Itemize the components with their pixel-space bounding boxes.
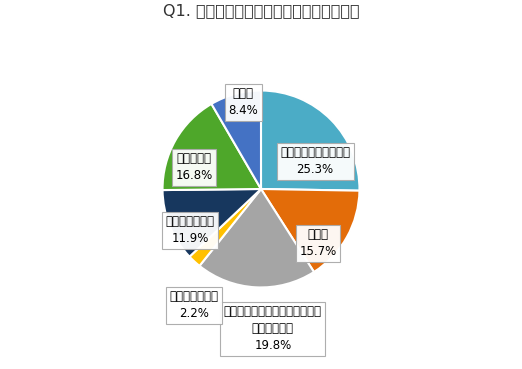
Wedge shape (211, 90, 261, 189)
Wedge shape (261, 189, 360, 272)
Text: 区内学校管理職・教員
25.3%: 区内学校管理職・教員 25.3% (280, 146, 350, 176)
Wedge shape (162, 104, 261, 190)
Wedge shape (199, 189, 314, 287)
Title: Q1. あなたのお立場は次のうちどれですか: Q1. あなたのお立場は次のうちどれですか (163, 3, 359, 18)
Wedge shape (162, 189, 261, 257)
Wedge shape (261, 90, 360, 191)
Text: 企業関係者
16.8%: 企業関係者 16.8% (175, 152, 212, 182)
Text: 保護者
15.7%: 保護者 15.7% (300, 228, 337, 258)
Wedge shape (189, 189, 261, 266)
Text: それ以外の区民
2.2%: それ以外の区民 2.2% (170, 290, 219, 320)
Text: 区外学校関係者
11.9%: 区外学校関係者 11.9% (165, 215, 215, 245)
Text: 学校運営協議会・学校評議員・
学校支援本部
19.8%: 学校運営協議会・学校評議員・ 学校支援本部 19.8% (224, 305, 322, 352)
Text: その他
8.4%: その他 8.4% (229, 87, 258, 117)
